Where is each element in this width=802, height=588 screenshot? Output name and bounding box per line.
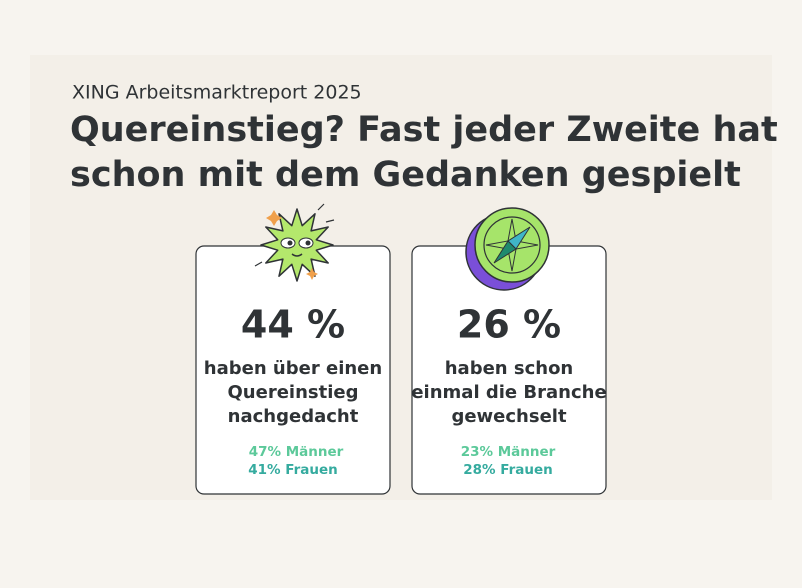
stat-text: nachgedacht — [228, 406, 359, 427]
stat-text: Quereinstieg — [228, 382, 359, 403]
panel — [30, 55, 772, 500]
title-line: schon mit dem Gedanken gespielt — [70, 155, 741, 195]
breakdown: 47% Männer — [249, 444, 344, 460]
stat-text: haben schon — [445, 358, 574, 379]
stat-text: haben über einen — [204, 358, 382, 379]
title-line: Quereinstieg? Fast jeder Zweite hat — [70, 110, 778, 150]
breakdown: 23% Männer — [461, 444, 556, 460]
stat-value: 44 % — [241, 303, 345, 347]
compass-icon — [465, 207, 550, 291]
stat-value: 26 % — [457, 303, 561, 347]
stat-text: gewechselt — [451, 406, 567, 427]
stat-text: einmal die Branche — [411, 382, 606, 403]
breakdown: 28% Frauen — [463, 462, 553, 478]
breakdown: 41% Frauen — [248, 462, 338, 478]
star-icon — [254, 203, 335, 282]
source: XING Arbeitsmarktreport 2025 — [72, 82, 362, 104]
